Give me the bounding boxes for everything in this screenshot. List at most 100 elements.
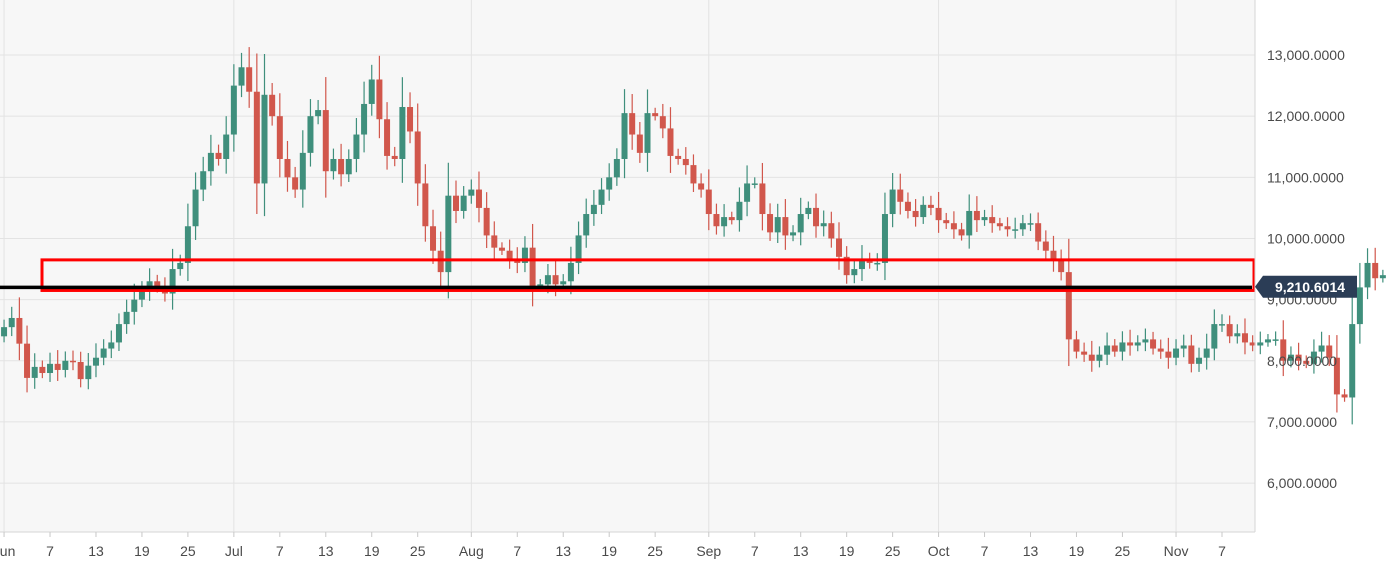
candle (828, 211, 835, 248)
candle-body (1287, 354, 1294, 361)
candle-body (675, 155, 682, 159)
candle-body (1165, 351, 1172, 358)
candle (1073, 330, 1080, 359)
candle-body (866, 259, 873, 263)
candle-body (958, 229, 965, 236)
candle-body (667, 128, 674, 156)
x-tick-label: 19 (134, 543, 150, 559)
candle-body (981, 217, 988, 221)
candle (253, 53, 260, 215)
candle-body (843, 256, 850, 276)
candle-body (966, 210, 973, 236)
candle (361, 81, 368, 153)
candle (246, 47, 253, 108)
candle (782, 199, 789, 250)
candle-body (1364, 262, 1371, 288)
candle (177, 254, 184, 276)
candle (108, 330, 115, 359)
candle (1081, 342, 1088, 362)
candle (1349, 290, 1356, 425)
candle (1035, 212, 1042, 251)
x-tick-label: 7 (46, 543, 54, 559)
candle (598, 178, 605, 215)
candle (62, 351, 69, 378)
candle (613, 148, 620, 186)
candle-body (85, 365, 92, 380)
candle-body (445, 195, 452, 273)
candle-body (973, 210, 980, 221)
x-tick-label: 25 (647, 543, 663, 559)
candle (920, 196, 927, 224)
candle-body (407, 107, 414, 132)
y-tick-label: 8,000.0000 (1267, 353, 1337, 369)
candle (31, 353, 38, 389)
candle-body (767, 214, 774, 233)
candle (927, 195, 934, 216)
candle (851, 258, 858, 284)
candle (858, 245, 865, 281)
candle (644, 89, 651, 172)
candle (1364, 248, 1371, 300)
candle (1326, 335, 1333, 367)
candle-body (521, 247, 528, 263)
x-tick-label: 25 (885, 543, 901, 559)
candle (1019, 214, 1026, 236)
candle-body (192, 189, 199, 227)
candle (629, 94, 636, 150)
candle-body (1042, 241, 1049, 251)
candle (1226, 315, 1233, 344)
candle-body (1173, 348, 1180, 358)
candle (322, 77, 329, 198)
candle (24, 325, 31, 393)
x-tick-label: 19 (1069, 543, 1085, 559)
candle-body (1, 327, 8, 337)
candle (1318, 331, 1325, 363)
candle-body (790, 232, 797, 236)
candle (1050, 235, 1057, 272)
candle-body (728, 217, 735, 221)
candle (728, 211, 735, 225)
candle-body (483, 207, 490, 236)
candle-body (935, 207, 942, 221)
candle (736, 187, 743, 232)
candle-body (1088, 354, 1095, 361)
candle-body (904, 201, 911, 211)
candle-body (1096, 354, 1103, 361)
candle (16, 297, 23, 361)
candle (1150, 331, 1157, 355)
candle-body (54, 363, 61, 370)
candle-body (797, 214, 804, 233)
candle-body (836, 238, 842, 257)
candle-body (16, 317, 23, 344)
candle-body (184, 226, 191, 263)
candle-body (583, 214, 590, 236)
candle (843, 246, 850, 284)
candle-body (1019, 223, 1026, 230)
candles (1, 47, 1386, 425)
candle-body (897, 189, 904, 202)
highlight-zone-box (40, 258, 1256, 292)
candle (47, 352, 54, 382)
candle-body (491, 235, 498, 248)
candle (897, 173, 904, 215)
candle (1004, 217, 1011, 237)
candle-body (927, 204, 934, 208)
candle (414, 103, 421, 206)
candle-body (698, 183, 705, 190)
candle-body (805, 207, 812, 215)
candle (269, 83, 276, 126)
x-tick-label: Nov (1164, 543, 1189, 559)
candle-body (820, 223, 827, 227)
candle-body (200, 171, 207, 190)
candle (1119, 331, 1126, 361)
candle-body (682, 158, 689, 166)
candle (805, 201, 812, 220)
candle (123, 299, 130, 334)
x-tick-label: Jul (225, 543, 243, 559)
candle-body (62, 360, 69, 370)
candle (521, 236, 528, 273)
candle (935, 192, 942, 233)
candle-body (759, 183, 766, 215)
candle (1127, 329, 1134, 356)
